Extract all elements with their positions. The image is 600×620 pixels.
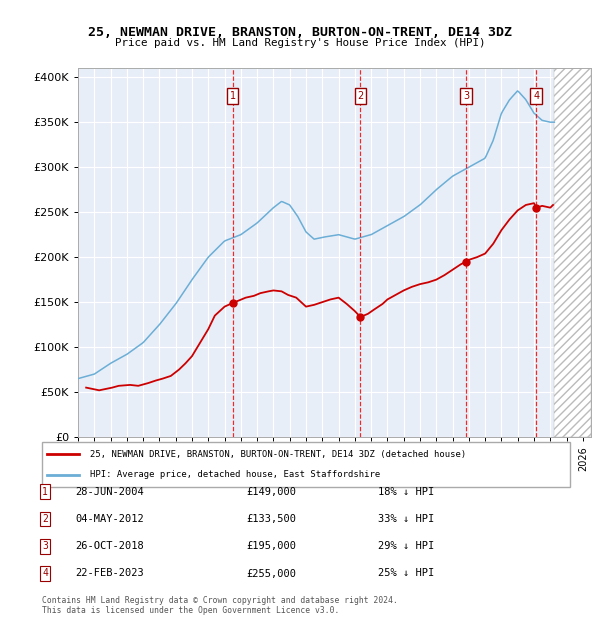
Text: 25, NEWMAN DRIVE, BRANSTON, BURTON-ON-TRENT, DE14 3DZ: 25, NEWMAN DRIVE, BRANSTON, BURTON-ON-TR… bbox=[88, 26, 512, 39]
Text: 33% ↓ HPI: 33% ↓ HPI bbox=[378, 514, 434, 524]
Text: Price paid vs. HM Land Registry's House Price Index (HPI): Price paid vs. HM Land Registry's House … bbox=[115, 38, 485, 48]
Text: £149,000: £149,000 bbox=[246, 487, 296, 497]
Text: 2: 2 bbox=[42, 514, 48, 524]
Text: Contains HM Land Registry data © Crown copyright and database right 2024.
This d: Contains HM Land Registry data © Crown c… bbox=[42, 596, 398, 615]
Text: 2: 2 bbox=[357, 91, 364, 101]
Text: 28-JUN-2004: 28-JUN-2004 bbox=[75, 487, 144, 497]
Text: 25, NEWMAN DRIVE, BRANSTON, BURTON-ON-TRENT, DE14 3DZ (detached house): 25, NEWMAN DRIVE, BRANSTON, BURTON-ON-TR… bbox=[89, 450, 466, 459]
Text: £255,000: £255,000 bbox=[246, 569, 296, 578]
Text: 18% ↓ HPI: 18% ↓ HPI bbox=[378, 487, 434, 497]
Text: 22-FEB-2023: 22-FEB-2023 bbox=[75, 569, 144, 578]
Text: 4: 4 bbox=[42, 569, 48, 578]
Text: 4: 4 bbox=[533, 91, 539, 101]
Text: 04-MAY-2012: 04-MAY-2012 bbox=[75, 514, 144, 524]
Text: 1: 1 bbox=[229, 91, 236, 101]
Text: 26-OCT-2018: 26-OCT-2018 bbox=[75, 541, 144, 551]
Text: 3: 3 bbox=[463, 91, 469, 101]
Text: £133,500: £133,500 bbox=[246, 514, 296, 524]
FancyBboxPatch shape bbox=[42, 442, 570, 487]
Text: 29% ↓ HPI: 29% ↓ HPI bbox=[378, 541, 434, 551]
Text: 3: 3 bbox=[42, 541, 48, 551]
Text: 25% ↓ HPI: 25% ↓ HPI bbox=[378, 569, 434, 578]
Text: 1: 1 bbox=[42, 487, 48, 497]
Text: HPI: Average price, detached house, East Staffordshire: HPI: Average price, detached house, East… bbox=[89, 470, 380, 479]
Text: £195,000: £195,000 bbox=[246, 541, 296, 551]
